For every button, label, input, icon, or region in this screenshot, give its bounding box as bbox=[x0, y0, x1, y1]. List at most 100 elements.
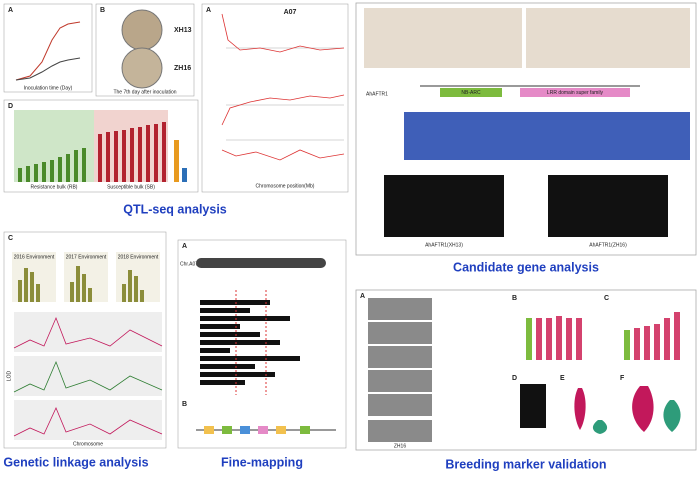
figure-element bbox=[13, 360, 163, 393]
figure-element bbox=[88, 288, 92, 302]
parent-bar bbox=[182, 168, 187, 182]
panel-label: A bbox=[206, 7, 211, 14]
figure-element bbox=[14, 312, 162, 352]
panel-label: C bbox=[604, 295, 609, 302]
figure-element bbox=[134, 276, 138, 302]
panel-label: F bbox=[620, 375, 625, 382]
figure-element bbox=[200, 380, 245, 385]
section-caption: Breeding marker validation bbox=[445, 457, 606, 471]
figure-element bbox=[200, 364, 255, 369]
petri-dish bbox=[121, 47, 163, 89]
figure-element bbox=[76, 266, 80, 302]
figure-element bbox=[50, 160, 54, 182]
chromosome-label: A07 bbox=[284, 9, 297, 16]
figure-element bbox=[200, 308, 250, 313]
figure-element bbox=[368, 394, 432, 416]
figure-element bbox=[162, 122, 166, 182]
figure-element bbox=[300, 426, 310, 434]
figure-element bbox=[146, 125, 150, 182]
section-caption: Fine-mapping bbox=[221, 455, 303, 469]
panel-frame bbox=[201, 3, 349, 193]
env-label: 2017 Environment bbox=[66, 254, 107, 260]
domain bbox=[520, 88, 630, 97]
figure-element bbox=[98, 134, 102, 182]
figure-element bbox=[200, 332, 260, 337]
env-label: 2016 Environment bbox=[14, 254, 55, 260]
figure-element bbox=[122, 130, 126, 182]
figure-element bbox=[222, 426, 232, 434]
figure-element bbox=[368, 322, 432, 344]
figure-element bbox=[556, 316, 562, 360]
figure-element bbox=[200, 324, 240, 329]
gene-arrows bbox=[204, 426, 310, 434]
section-caption: Candidate gene analysis bbox=[453, 260, 599, 274]
panel-label: E bbox=[560, 375, 565, 382]
figure-element bbox=[18, 266, 144, 302]
protein-structure bbox=[384, 175, 504, 237]
allele-label: AhAFTR1(ZH16) bbox=[589, 242, 627, 248]
figure-element bbox=[74, 150, 78, 182]
env-label: 2018 Environment bbox=[118, 254, 159, 260]
violin bbox=[592, 420, 608, 434]
gene-label: AhAFTR1 bbox=[366, 91, 388, 97]
figure-element bbox=[221, 94, 345, 126]
figure-element bbox=[122, 284, 126, 302]
domain-label: LRR domain super family bbox=[547, 90, 604, 96]
figure-element bbox=[200, 348, 230, 353]
axis-label: LOD bbox=[6, 370, 12, 381]
figure-element bbox=[18, 280, 22, 302]
violin bbox=[632, 386, 654, 432]
figure-element bbox=[546, 318, 552, 360]
panel-label: A bbox=[360, 293, 365, 300]
panel-label: C bbox=[8, 235, 13, 242]
figure-element bbox=[42, 162, 46, 182]
protein-alignment bbox=[404, 112, 690, 160]
panel-label: B bbox=[512, 295, 517, 302]
axis-label: Inoculation time (Day) bbox=[24, 85, 73, 91]
figure-element bbox=[140, 290, 144, 302]
figure-element bbox=[82, 148, 86, 182]
figure-element bbox=[58, 157, 62, 182]
panel-label: A bbox=[8, 7, 13, 14]
alignment bbox=[364, 8, 522, 68]
petri-dish bbox=[121, 9, 163, 51]
section-caption: Genetic linkage analysis bbox=[3, 455, 148, 469]
panel-label: A bbox=[182, 243, 187, 250]
figure-element bbox=[18, 168, 22, 182]
figure-element bbox=[624, 330, 630, 360]
curve bbox=[15, 57, 81, 81]
genotype-label: XH13 bbox=[174, 27, 192, 34]
figure-element bbox=[526, 318, 532, 360]
recombinant-bars bbox=[200, 300, 300, 385]
figure-element bbox=[106, 132, 110, 182]
figure-element bbox=[30, 272, 34, 302]
figure-element bbox=[138, 127, 142, 182]
figure-element bbox=[276, 426, 286, 434]
figure-element bbox=[200, 372, 275, 377]
group-label: Resistance bulk (RB) bbox=[31, 184, 78, 190]
figure-element bbox=[14, 356, 162, 396]
photos bbox=[368, 298, 432, 442]
group-label: Susceptible bulk (SB) bbox=[107, 184, 155, 190]
figure-element bbox=[200, 316, 290, 321]
genotype-label: ZH16 bbox=[174, 65, 191, 72]
violin bbox=[574, 388, 586, 430]
figure-element bbox=[536, 318, 542, 360]
figure-element bbox=[24, 268, 28, 302]
figure-element bbox=[70, 282, 74, 302]
figure-element bbox=[644, 326, 650, 360]
panel-label: D bbox=[8, 103, 13, 110]
figure-element bbox=[368, 346, 432, 368]
figure-element bbox=[66, 154, 70, 182]
figure-element bbox=[114, 131, 118, 182]
figure-element bbox=[14, 400, 162, 440]
photo-note: The 7th day after inoculation bbox=[113, 89, 176, 95]
figure-element bbox=[634, 328, 640, 360]
figure-element bbox=[36, 284, 40, 302]
figure-element bbox=[200, 356, 300, 361]
figure-element bbox=[221, 149, 345, 161]
figure-element bbox=[624, 312, 680, 360]
parent-bar bbox=[174, 140, 179, 182]
figure-element bbox=[130, 128, 134, 182]
